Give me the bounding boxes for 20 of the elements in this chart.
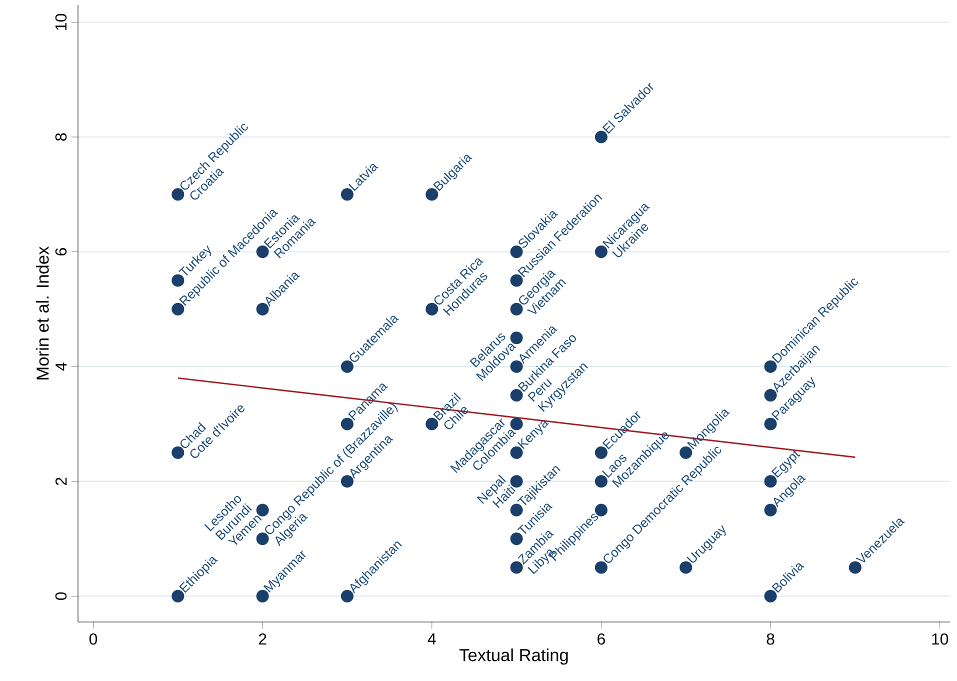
y-tick-label: 8 — [55, 133, 67, 141]
point — [848, 561, 862, 574]
y-tick-label: 0 — [55, 592, 67, 600]
point — [172, 188, 184, 201]
point — [510, 302, 523, 316]
x-tick-label: 8 — [766, 633, 774, 645]
point — [680, 561, 692, 574]
x-tick-label: 10 — [932, 633, 948, 645]
y-axis-title: Morin et al. Index — [36, 246, 49, 380]
y-tick-label: 10 — [55, 14, 67, 30]
point — [594, 561, 608, 574]
y-tick-label: 6 — [55, 248, 67, 256]
x-axis-title: Textual Rating — [459, 648, 568, 665]
x-tick-label: 0 — [89, 633, 98, 645]
x-tick-label: 2 — [258, 633, 266, 645]
x-tick-label: 4 — [428, 633, 436, 644]
y-tick-label: 2 — [55, 478, 67, 486]
y-tick-label: 4 — [56, 362, 67, 371]
x-tick-label: 6 — [598, 633, 605, 645]
point — [340, 360, 354, 373]
